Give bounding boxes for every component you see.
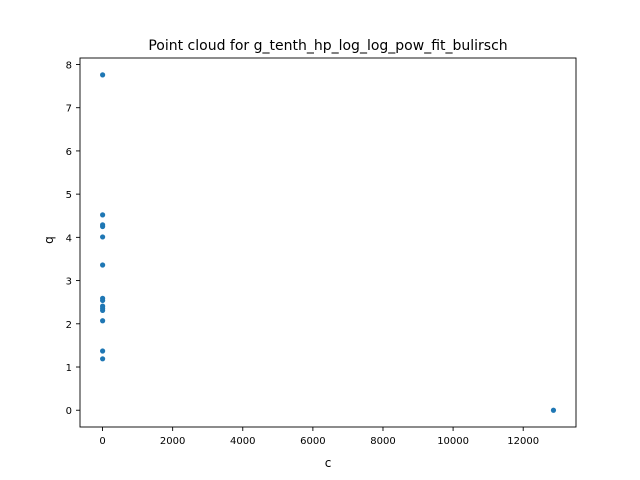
- x-tick-label: 8000: [370, 436, 395, 447]
- x-axis-title: c: [325, 456, 332, 470]
- x-tick-label: 10000: [437, 436, 469, 447]
- y-tick-label: 3: [66, 277, 72, 288]
- y-tick-label: 4: [66, 233, 72, 244]
- data-point: [100, 297, 106, 304]
- y-tick-label: 2: [66, 320, 72, 331]
- x-tick-label: 0: [99, 436, 105, 447]
- data-point: [100, 318, 106, 324]
- data-point: [100, 348, 106, 354]
- data-point: [100, 307, 106, 313]
- data-point: [100, 356, 106, 362]
- data-point: [100, 262, 106, 268]
- y-tick-label: 7: [66, 104, 72, 115]
- data-point: [100, 234, 106, 240]
- y-tick-label: 5: [66, 190, 72, 201]
- chart-title: Point cloud for g_tenth_hp_log_log_pow_f…: [148, 38, 507, 54]
- x-tick-label: 2000: [160, 436, 185, 447]
- data-point: [100, 72, 106, 78]
- x-tick-label: 4000: [230, 436, 255, 447]
- data-point: [100, 212, 106, 218]
- y-tick-label: 8: [66, 60, 72, 71]
- plot-area: 0 2000 4000 6000 8000 10000 12000 0 1 2 3 4 5 6 7 8: [66, 57, 577, 447]
- axes-frame: [79, 57, 577, 428]
- y-tick-label: 1: [66, 363, 72, 374]
- x-tick-label: 12000: [507, 436, 539, 447]
- y-axis-title: q: [42, 236, 56, 244]
- x-tick-label: 6000: [300, 436, 325, 447]
- y-tick-label: 6: [66, 147, 72, 158]
- y-tick-label: 0: [66, 406, 72, 417]
- data-point: [550, 407, 557, 413]
- data-point: [100, 223, 106, 230]
